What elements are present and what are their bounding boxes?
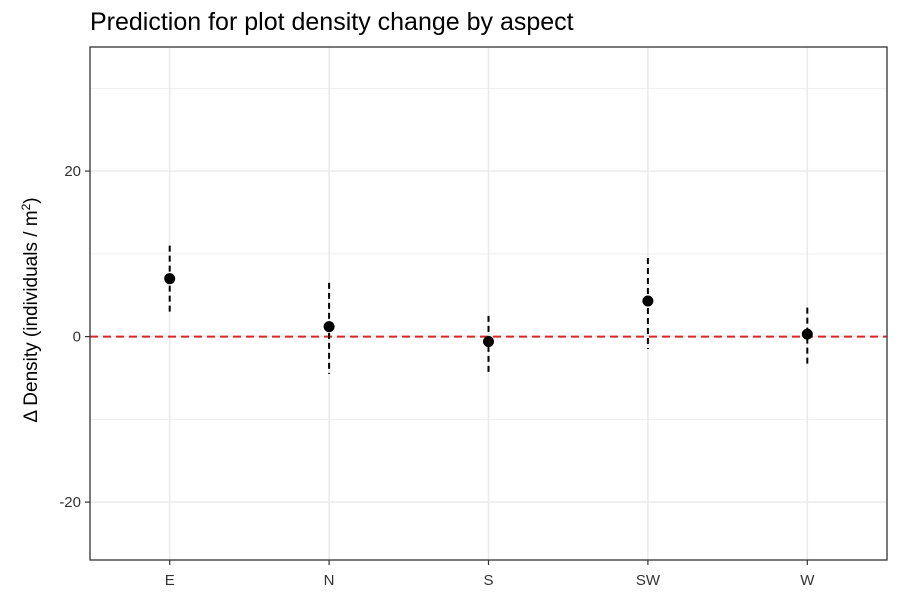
x-tick-label: E (165, 572, 175, 589)
data-point (801, 328, 813, 340)
x-tick-label: N (324, 572, 335, 589)
data-point (323, 321, 335, 333)
y-tick-label: 0 (73, 329, 81, 346)
chart-title: Prediction for plot density change by as… (90, 8, 574, 36)
data-point (642, 295, 654, 307)
data-point (164, 273, 176, 285)
y-tick-label: -20 (59, 494, 81, 511)
x-tick-label: W (800, 572, 815, 589)
data-point (483, 336, 494, 348)
y-tick-label: 20 (64, 163, 81, 180)
x-tick-label: SW (636, 572, 661, 589)
x-tick-label: S (483, 572, 493, 589)
